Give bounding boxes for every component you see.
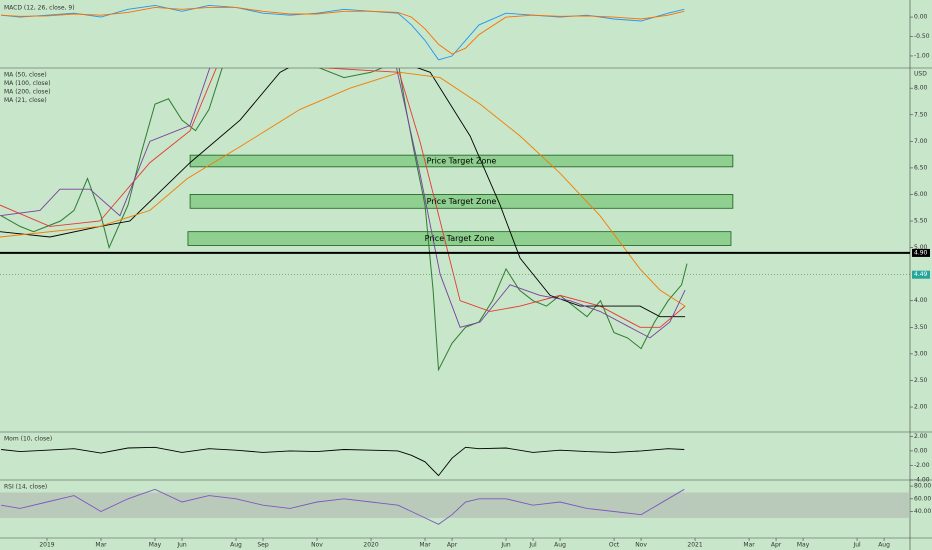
x-tick-label: May [149, 542, 162, 549]
x-tick-label: 2020 [363, 542, 378, 549]
y-tick-label: -2.00 [914, 462, 930, 469]
x-tick-label: Mar [419, 542, 431, 549]
y-tick-label: 3.50 [914, 324, 928, 331]
target-zone-label: Price Target Zone [427, 197, 497, 206]
legend-entry: MA (100, close) [4, 80, 51, 87]
y-tick-label: 2.00 [914, 433, 928, 440]
y-tick-label: 4.00 [914, 297, 928, 304]
legend-entry: MA (200, close) [4, 89, 51, 96]
y-tick-label: -1.00 [914, 52, 930, 59]
y-tick-label: 5.00 [914, 244, 928, 251]
series-line [0, 71, 686, 307]
unit: USD [914, 71, 927, 78]
y-tick-label: 6.00 [914, 191, 928, 198]
target-zone-label: Price Target Zone [427, 156, 497, 165]
target-zone [189, 194, 734, 209]
x-tick-label: Nov [311, 542, 323, 549]
target-zone [187, 231, 732, 246]
target-zone-label: Price Target Zone [425, 234, 495, 243]
panel [0, 488, 910, 525]
legend-entry: MA (50, close) [4, 72, 47, 79]
y-tick-label: 7.50 [914, 111, 928, 118]
series-line [0, 68, 686, 339]
mom-title: Mom (10, close) [4, 436, 52, 443]
y-tick-label: 7.00 [914, 138, 928, 145]
macd-title: MACD (12, 26, close, 9) [4, 5, 75, 12]
x-tick-label: Jun [176, 542, 187, 549]
x-tick-label: Nov [635, 542, 647, 549]
y-tick-label: 3.00 [914, 350, 928, 357]
x-tick-label: Jul [528, 542, 537, 549]
y-tick-label: 40.00 [914, 508, 931, 515]
rsi-title: RSI (14, close) [4, 484, 47, 491]
x-tick-label: Sep [257, 542, 269, 549]
y-tick-label: 8.00 [914, 85, 928, 92]
y-tick-label: 0.00 [914, 14, 928, 21]
target-zone [189, 154, 734, 168]
y-tick-label: -0.50 [914, 33, 930, 40]
y-tick-label: 60.00 [914, 495, 931, 502]
x-tick-label: Aug [878, 542, 890, 549]
x-tick-label: Mar [95, 542, 107, 549]
series-line [1, 446, 685, 477]
series-line [1, 488, 685, 525]
series-line [1, 4, 685, 61]
x-tick-label: Aug [230, 542, 242, 549]
panel [1, 4, 685, 61]
panel [1, 446, 685, 477]
y-tick-label: 5.50 [914, 218, 928, 225]
x-tick-label: Jul [852, 542, 861, 549]
legend-entry: MA (21, close) [4, 97, 47, 104]
series-line [0, 68, 686, 318]
x-tick-label: Oct [609, 542, 620, 549]
rsi-band [0, 492, 910, 518]
y-tick-label: 2.50 [914, 377, 928, 384]
x-tick-label: May [797, 542, 810, 549]
y-tick-label: 80.00 [914, 483, 931, 490]
y-tick-label: -4.00 [914, 477, 930, 484]
last-price-tag [912, 270, 930, 279]
x-tick-label: 2019 [39, 542, 54, 549]
x-tick-label: Jun [500, 542, 511, 549]
y-tick-label: 0.00 [914, 447, 928, 454]
level-label: 4.90 [914, 249, 928, 256]
x-tick-label: Apr [771, 542, 782, 549]
y-tick-label: 6.50 [914, 164, 928, 171]
x-tick-label: Apr [447, 542, 458, 549]
x-tick-label: Mar [743, 542, 755, 549]
last-price-label: 4.49 [914, 271, 928, 278]
level-tag [912, 248, 930, 257]
x-tick-label: 2021 [687, 542, 702, 549]
y-tick-label: 2.00 [914, 404, 928, 411]
panel [0, 68, 734, 372]
series-line [1, 6, 685, 55]
x-tick-label: Aug [554, 542, 566, 549]
